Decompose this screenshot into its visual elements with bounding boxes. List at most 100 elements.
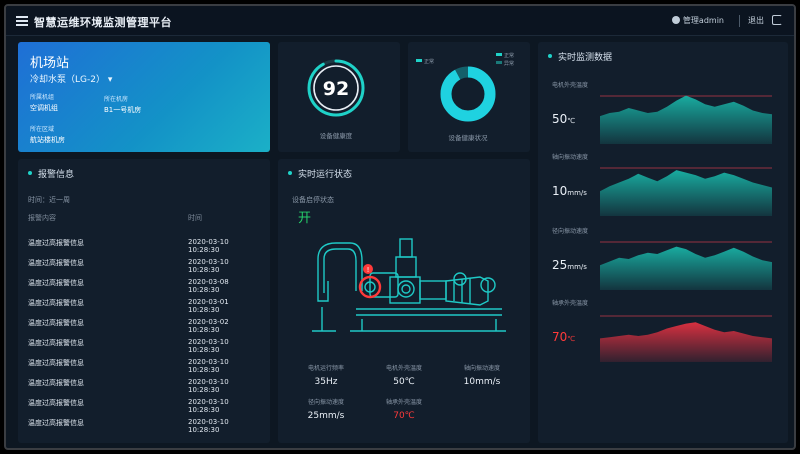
live-value: 10mm/s [552, 184, 587, 198]
field-value: 航站楼机房 [30, 136, 65, 144]
alarm-content: 温度过高报警信息 [28, 259, 84, 267]
sparkline [600, 167, 772, 216]
alarm-time: 2020-03-10 10:28:30 [188, 358, 229, 374]
field-value: B1一号机房 [104, 106, 142, 114]
health-donut: 正常 正常 异常 设备健康状况 [416, 52, 514, 142]
live-metric: 轴向振动速度 10mm/s [548, 154, 778, 222]
legend-label: 正常 [424, 58, 434, 65]
health-status-panel: 正常 正常 异常 设备健康状况 [408, 42, 530, 152]
table-row[interactable]: 温度过高报警信息 2020-03-10 10:28:30 [28, 333, 260, 354]
station-name: 机场站 [30, 56, 70, 71]
table-row[interactable]: 温度过高报警信息 2020-03-02 10:28:30 [28, 313, 260, 334]
sparkline-area [600, 170, 772, 216]
live-metric: 径向振动速度 25mm/s [548, 228, 778, 296]
score-gauge: 92 设备健康度 [307, 59, 365, 140]
bullet-icon [288, 171, 292, 175]
alarm-title: 报警信息 [38, 170, 75, 180]
alarm-content: 温度过高报警信息 [28, 419, 84, 427]
alarm-time: 2020-03-10 10:28:30 [188, 338, 229, 354]
table-row[interactable]: 温度过高报警信息 2020-03-10 10:28:30 [28, 253, 260, 274]
alarm-time: 2020-03-02 10:28:30 [188, 318, 229, 334]
metric: 轴向振动速度 10mm/s [444, 363, 520, 387]
legend-label: 正常 [504, 52, 514, 59]
alarm-content: 温度过高报警信息 [28, 279, 84, 287]
app-window: 智慧运维环境监测管理平台 管理admin 退出 机场站 冷却水泵（LG-2） ▾… [4, 4, 796, 450]
user-icon [671, 16, 680, 24]
metric-label: 轴承外壳温度 [385, 399, 422, 406]
sparkline-area [600, 322, 772, 362]
live-value: 50℃ [552, 112, 576, 126]
metric-label: 径向振动速度 [307, 399, 344, 406]
legend-swatch [416, 59, 422, 62]
user-menu[interactable]: 管理admin [671, 15, 724, 26]
metric-value: 35Hz [314, 377, 338, 387]
device-name: 冷却水泵（LG-2） [30, 75, 105, 85]
field-label: 所在区域 [30, 126, 55, 133]
table-row[interactable]: 温度过高报警信息 2020-03-10 10:28:30 [28, 393, 260, 414]
device-selector[interactable]: 冷却水泵（LG-2） ▾ [30, 72, 112, 85]
chevron-down-icon: ▾ [107, 75, 113, 85]
legend-swatch [496, 53, 502, 56]
sparkline [600, 315, 772, 362]
table-row[interactable]: 温度过高报警信息 2020-03-10 10:28:30 [28, 233, 260, 254]
exit-button[interactable]: 退出 [748, 16, 764, 25]
logout-icon[interactable] [772, 15, 782, 25]
alarm-content: 温度过高报警信息 [28, 339, 84, 347]
column-header: 时间 [188, 214, 202, 222]
time-filter[interactable]: 时间：近一周 [28, 196, 70, 204]
donut-slice [440, 66, 496, 122]
live-data-panel: 实时监测数据 电机外壳温度 50℃ 轴向振动速度 10mm/s 径向振动速度 25mm/s… [538, 42, 788, 443]
app-title: 智慧运维环境监测管理平台 [34, 16, 172, 29]
metric: 轴承外壳温度 70℃ [366, 397, 442, 421]
live-label: 径向振动速度 [552, 228, 589, 235]
metric-value: 25mm/s [307, 411, 345, 421]
metric: 径向振动速度 25mm/s [288, 397, 364, 421]
legend-label: 异常 [504, 60, 514, 67]
sparkline-area [600, 95, 772, 144]
alarm-time: 2020-03-08 10:28:30 [188, 278, 229, 294]
metric-value: 50℃ [393, 377, 415, 387]
top-bar: 智慧运维环境监测管理平台 管理admin 退出 [6, 6, 794, 36]
table-row[interactable]: 温度过高报警信息 2020-03-08 10:28:30 [28, 273, 260, 294]
alarm-content: 温度过高报警信息 [28, 379, 84, 387]
health-label: 设备健康状况 [449, 133, 489, 142]
live-metric: 轴承外壳温度 70℃ [548, 300, 778, 368]
table-row[interactable]: 温度过高报警信息 2020-03-10 10:28:30 [28, 413, 260, 434]
alert-marker[interactable] [363, 264, 373, 274]
fan-state: 开 [298, 211, 312, 226]
field-value: 空调机组 [30, 104, 58, 112]
alarm-content: 温度过高报警信息 [28, 319, 84, 327]
metric-label: 电机运行频率 [307, 365, 344, 372]
metric-value: 10mm/s [463, 377, 501, 387]
column-header: 报警内容 [28, 214, 56, 222]
divider [739, 15, 740, 27]
alarm-time: 2020-03-10 10:28:30 [188, 398, 229, 414]
live-metric: 电机外壳温度 50℃ [548, 82, 778, 150]
table-header: 报警内容 时间 [28, 213, 260, 227]
live-label: 电机外壳温度 [552, 82, 589, 89]
metric-label: 轴向振动速度 [463, 365, 500, 372]
menu-icon[interactable] [16, 16, 28, 26]
alarm-panel: 报警信息 时间：近一周 报警内容 时间 温度过高报警信息 2020-03-10 1… [18, 159, 270, 443]
score-label: 设备健康度 [320, 131, 353, 140]
alarm-content: 温度过高报警信息 [28, 399, 84, 407]
bullet-icon [28, 171, 32, 175]
table-row[interactable]: 温度过高报警信息 2020-03-01 10:28:30 [28, 293, 260, 314]
bullet-icon [548, 54, 552, 58]
table-row[interactable]: 温度过高报警信息 2020-03-10 10:28:30 [28, 373, 260, 394]
legend-swatch [496, 61, 502, 64]
alarm-time: 2020-03-10 10:28:30 [188, 418, 229, 434]
running-title: 实时运行状态 [298, 170, 353, 180]
alarm-content: 温度过高报警信息 [28, 359, 84, 367]
sparkline [600, 241, 772, 290]
pump-diagram: ! [312, 238, 506, 332]
table-row[interactable]: 温度过高报警信息 2020-03-10 10:28:30 [28, 353, 260, 374]
live-value: 70℃ [552, 330, 576, 344]
alarm-content: 温度过高报警信息 [28, 239, 84, 247]
running-status-panel: 实时运行状态 设备启停状态 开 [278, 159, 530, 443]
fan-label: 设备启停状态 [292, 196, 334, 204]
metric: 电机运行频率 35Hz [288, 363, 364, 387]
alarm-time: 2020-03-10 10:28:30 [188, 258, 229, 274]
live-title: 实时监测数据 [558, 53, 613, 63]
station-card: 机场站 冷却水泵（LG-2） ▾ 所属机组 空调机组 所在机房 B1一号机房 所… [18, 42, 270, 152]
